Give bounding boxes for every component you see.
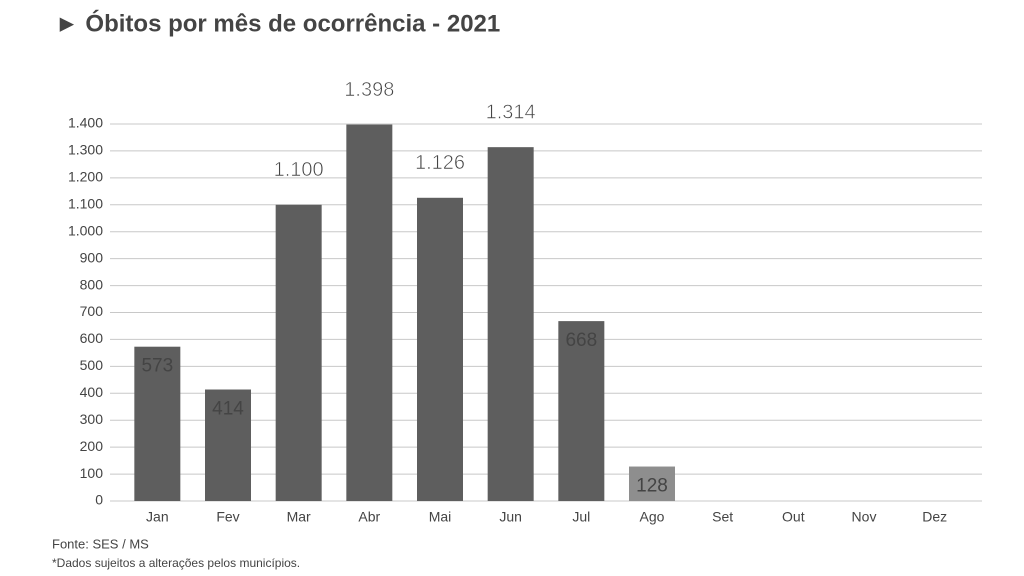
bar [558, 321, 605, 501]
x-tick-label: Jan [146, 509, 169, 525]
y-tick-label: 500 [80, 357, 104, 373]
value-label: 1.126 [415, 152, 465, 174]
value-label: 128 [636, 476, 668, 497]
x-tick-label: Jun [499, 509, 522, 525]
value-label: 1.100 [274, 159, 324, 181]
value-label: 414 [212, 399, 244, 420]
y-tick-label: 1.300 [68, 142, 103, 158]
y-tick-label: 600 [80, 330, 104, 346]
y-tick-label: 300 [80, 411, 104, 427]
bar [275, 204, 322, 502]
value-label: 1.398 [344, 79, 394, 101]
x-tick-label: Fev [216, 509, 239, 525]
x-tick-label: Abr [358, 509, 380, 525]
y-tick-label: 1.100 [68, 195, 103, 211]
x-tick-label: Mai [429, 509, 452, 525]
y-tick-label: 700 [80, 303, 104, 319]
x-tick-label: Dez [922, 509, 947, 525]
x-tick-label: Mar [287, 509, 311, 525]
x-tick-label: Ago [640, 509, 665, 525]
y-tick-label: 0 [95, 492, 103, 508]
value-label: 668 [565, 330, 597, 351]
x-tick-label: Set [712, 509, 733, 525]
bar [629, 466, 675, 501]
value-label: 573 [141, 356, 173, 377]
bar [487, 147, 534, 501]
bar [417, 197, 463, 501]
source: Fonte: SES / MS [52, 536, 149, 551]
x-tick-label: Jul [572, 509, 590, 525]
y-tick-label: 900 [80, 249, 104, 265]
bar [205, 389, 251, 501]
note: *Dados sujeitos a alterações pelos munic… [52, 556, 300, 570]
y-tick-label: 1.000 [68, 222, 103, 238]
y-tick-label: 800 [80, 276, 104, 292]
bar [346, 124, 393, 501]
y-tick-label: 400 [80, 384, 104, 400]
bar [134, 346, 181, 501]
value-label: 1.314 [486, 101, 536, 123]
x-tick-label: Out [782, 509, 805, 525]
y-tick-label: 1.200 [68, 169, 103, 185]
y-tick-label: 100 [80, 465, 104, 481]
y-tick-label: 1.400 [68, 115, 103, 131]
y-tick-label: 200 [80, 438, 104, 454]
chart-title: ► Óbitos por mês de ocorrência - 2021 [55, 9, 500, 37]
x-tick-label: Nov [852, 509, 877, 525]
